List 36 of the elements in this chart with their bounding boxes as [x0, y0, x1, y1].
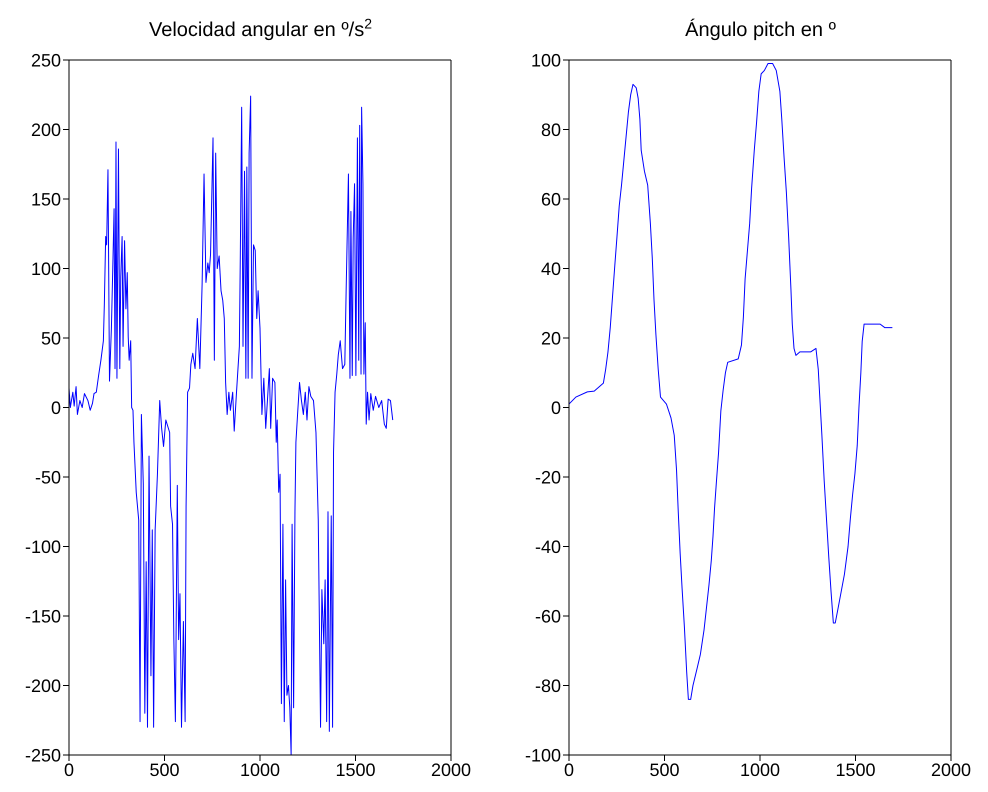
y-tick-label: -100: [524, 745, 561, 766]
y-tick-label: -20: [534, 467, 561, 488]
x-tick-label: 0: [64, 760, 74, 780]
y-tick-label: -250: [24, 745, 61, 766]
line-series: [569, 62, 893, 700]
x-tick-label: 0: [564, 760, 574, 780]
y-tick-label: -40: [534, 536, 561, 557]
y-tick-label: 150: [30, 189, 61, 210]
x-tick-label: 2000: [930, 760, 972, 780]
x-tick-label: 1500: [335, 760, 376, 780]
y-tick-label: 100: [30, 258, 61, 279]
y-tick-label: -200: [24, 676, 61, 696]
x-tick-label: 500: [149, 760, 180, 780]
y-tick-label: -100: [24, 536, 61, 557]
y-tick-label: 100: [530, 50, 561, 70]
x-tick-label: 1500: [835, 760, 876, 780]
y-tick-label: 80: [540, 120, 561, 140]
y-tick-label: -60: [534, 606, 561, 626]
y-tick-label: 50: [40, 328, 61, 348]
y-tick-label: 20: [540, 328, 561, 348]
x-tick-label: 1000: [240, 760, 280, 780]
y-tick-label: 250: [30, 50, 61, 70]
x-tick-label: 2000: [430, 760, 472, 780]
chart-title: Velocidad angular en º/s$^{2}$: [148, 15, 374, 42]
y-tick-label: 200: [30, 120, 61, 140]
y-tick-label: 40: [540, 258, 561, 279]
line-series: [69, 96, 394, 755]
y-tick-label: 0: [550, 398, 561, 418]
x-tick-label: 500: [649, 760, 680, 780]
y-tick-label: -50: [34, 467, 61, 488]
y-tick-label: 60: [540, 189, 561, 210]
x-tick-label: 1000: [740, 760, 780, 780]
y-tick-label: -80: [534, 676, 561, 696]
y-tick-label: -150: [24, 606, 61, 626]
y-tick-label: 0: [50, 398, 61, 418]
chart-title: Ángulo pitch en º: [684, 18, 837, 42]
